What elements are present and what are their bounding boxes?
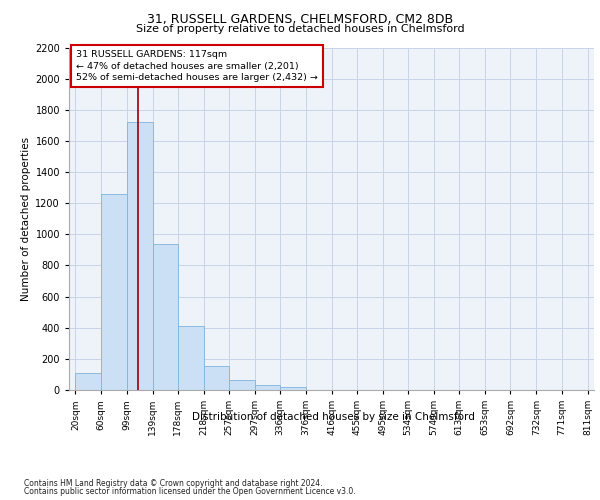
Bar — [255, 384, 280, 390]
Text: 31 RUSSELL GARDENS: 117sqm
← 47% of detached houses are smaller (2,201)
52% of s: 31 RUSSELL GARDENS: 117sqm ← 47% of deta… — [76, 50, 318, 82]
Text: Contains HM Land Registry data © Crown copyright and database right 2024.: Contains HM Land Registry data © Crown c… — [24, 478, 323, 488]
Text: Contains public sector information licensed under the Open Government Licence v3: Contains public sector information licen… — [24, 487, 356, 496]
Bar — [178, 326, 203, 390]
Bar — [101, 194, 127, 390]
Bar — [203, 366, 229, 390]
Text: Size of property relative to detached houses in Chelmsford: Size of property relative to detached ho… — [136, 24, 464, 34]
Bar — [229, 380, 255, 390]
Y-axis label: Number of detached properties: Number of detached properties — [21, 136, 31, 301]
Bar — [152, 244, 178, 390]
Text: 31, RUSSELL GARDENS, CHELMSFORD, CM2 8DB: 31, RUSSELL GARDENS, CHELMSFORD, CM2 8DB — [147, 12, 453, 26]
Bar — [76, 373, 101, 390]
Bar — [280, 386, 306, 390]
Text: Distribution of detached houses by size in Chelmsford: Distribution of detached houses by size … — [191, 412, 475, 422]
Bar — [127, 122, 152, 390]
